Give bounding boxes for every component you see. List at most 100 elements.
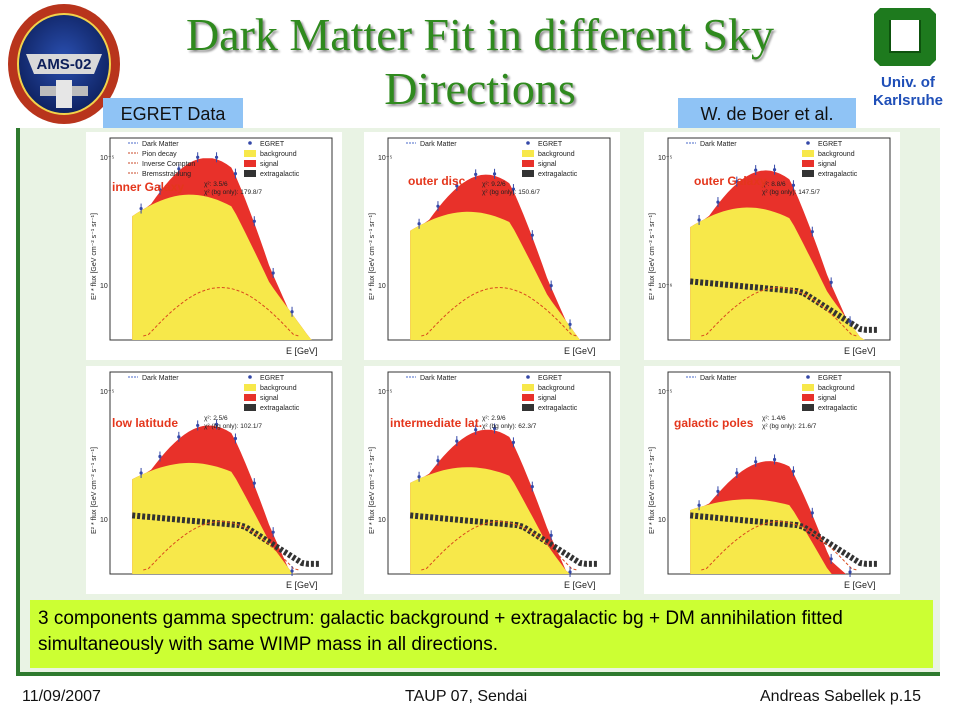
legend-entry: EGRET	[818, 141, 843, 148]
authors-tag: W. de Boer et al.	[678, 98, 856, 130]
legend-entry: signal	[538, 161, 557, 168]
legend-swatch	[806, 141, 810, 145]
x-axis-label: E [GeV]	[564, 346, 596, 356]
legend-swatch	[522, 150, 534, 157]
legend-entry: Dark Matter	[142, 375, 179, 382]
legend-swatch	[248, 141, 252, 145]
egret-point	[290, 310, 294, 314]
y-tick-label: 10	[100, 283, 108, 290]
y-axis-label: E² * flux [GeV cm⁻² s⁻¹ sr⁻¹]	[649, 213, 656, 300]
chi2-text: χ²: 9.2/6	[482, 181, 506, 188]
egret-point	[810, 511, 814, 515]
egret-point	[511, 187, 516, 191]
egret-point	[716, 489, 720, 493]
chi2-text: χ² (bg only): 62.3/7	[482, 423, 537, 430]
egret-point	[492, 426, 497, 431]
karlsruhe-logo	[870, 4, 940, 70]
legend-entry: background	[818, 385, 855, 392]
legend-swatch	[244, 404, 256, 411]
egret-point	[271, 271, 275, 275]
x-axis-label: E [GeV]	[564, 580, 596, 590]
egret-point	[568, 570, 572, 574]
chi2-text: χ²: 1.4/6	[762, 415, 786, 422]
egret-point	[754, 460, 758, 464]
egret-point	[177, 167, 181, 171]
egret-point	[158, 454, 162, 459]
x-axis-label: E [GeV]	[844, 346, 876, 356]
y-tick-label: 10⁻⁵	[378, 389, 392, 396]
egret-point	[549, 533, 553, 537]
egret-point	[417, 475, 421, 479]
legend-entry: Pion decay	[142, 151, 177, 158]
egret-point	[252, 219, 256, 223]
chi2-text: χ² (bg only): 150.6/7	[482, 189, 540, 196]
egret-point	[492, 172, 497, 176]
legend-swatch	[244, 160, 256, 167]
panel-label: low latitude	[112, 416, 178, 430]
egret-point	[417, 222, 421, 226]
footer-author-page: Andreas Sabellek p.15	[760, 688, 921, 705]
plot-panel-inner-galaxy: EGRET background signal extragalactic Dark M…	[86, 132, 342, 360]
egret-point	[697, 218, 701, 222]
legend-entry: Dark Matter	[420, 375, 457, 382]
plot-panel-outer-disc: EGRET background signal extragalactic Dark M…	[364, 132, 620, 360]
footer-conference: TAUP 07, Sendai	[405, 688, 528, 705]
legend-entry: extragalactic	[538, 171, 578, 178]
legend-entry: signal	[818, 395, 837, 402]
extragalactic-band	[689, 512, 879, 567]
legend-entry: background	[260, 151, 297, 158]
legend-entry: Bremsstrahlung	[142, 171, 191, 178]
university-line1: Univ. of	[881, 74, 935, 91]
y-tick-label: 10⁻⁵	[658, 389, 672, 396]
egret-point	[436, 459, 440, 463]
egret-point	[436, 204, 440, 208]
egret-point	[754, 168, 758, 172]
y-tick-label: 10⁻⁶	[658, 283, 672, 290]
legend-entry: Dark Matter	[420, 141, 457, 148]
egret-point	[735, 179, 739, 184]
legend-entry: signal	[538, 395, 557, 402]
logo-text: AMS-02	[36, 56, 91, 73]
legend-swatch	[802, 150, 814, 157]
y-tick-label: 10⁻⁵	[100, 155, 114, 162]
chi2-text: χ² (bg only): 179.8/7	[204, 189, 262, 196]
legend-entry: EGRET	[538, 375, 563, 382]
legend-swatch	[522, 170, 534, 177]
y-tick-label: 10⁻⁵	[378, 155, 392, 162]
egret-point	[474, 428, 478, 432]
egret-point	[511, 440, 516, 444]
slide-title: Dark Matter Fit in different Sky Directi…	[185, 9, 775, 114]
egret-point	[474, 172, 478, 176]
egret-point	[214, 155, 219, 159]
extragalactic-band	[409, 512, 599, 567]
y-axis-label: E² * flux [GeV cm⁻² s⁻¹ sr⁻¹]	[649, 447, 656, 534]
legend-entry: signal	[818, 161, 837, 168]
egret-point	[139, 206, 143, 211]
chi2-text: χ²: 2.5/6	[204, 415, 228, 422]
background-area	[132, 194, 321, 340]
egret-point	[233, 172, 238, 176]
egret-point	[233, 436, 238, 441]
plot-svg: EGRET background signal extragalactic Dark M…	[649, 137, 891, 356]
legend-swatch	[802, 170, 814, 177]
y-tick-label: 10⁻⁵	[100, 389, 114, 396]
footer-date: 11/09/2007	[22, 688, 101, 705]
egret-point	[214, 422, 219, 426]
legend-entry: background	[538, 151, 575, 158]
university-label: Univ. of Karlsruhe	[858, 74, 958, 110]
egret-point	[697, 503, 701, 507]
legend-swatch	[806, 375, 810, 379]
egret-point	[530, 485, 534, 489]
panel-label: intermediate lat.	[390, 416, 483, 430]
x-axis-label: E [GeV]	[286, 346, 318, 356]
chi2-text: χ²: 8.8/6	[762, 181, 786, 188]
legend-entry: EGRET	[260, 141, 285, 148]
egret-point	[716, 200, 720, 204]
legend-swatch	[802, 394, 814, 401]
panel-label: outer disc	[408, 174, 466, 188]
x-axis-label: E [GeV]	[286, 580, 318, 590]
egret-point	[848, 319, 852, 323]
legend-swatch	[802, 160, 814, 167]
legend-entry: background	[260, 385, 297, 392]
panel-label: inner Galaxy	[112, 180, 185, 194]
